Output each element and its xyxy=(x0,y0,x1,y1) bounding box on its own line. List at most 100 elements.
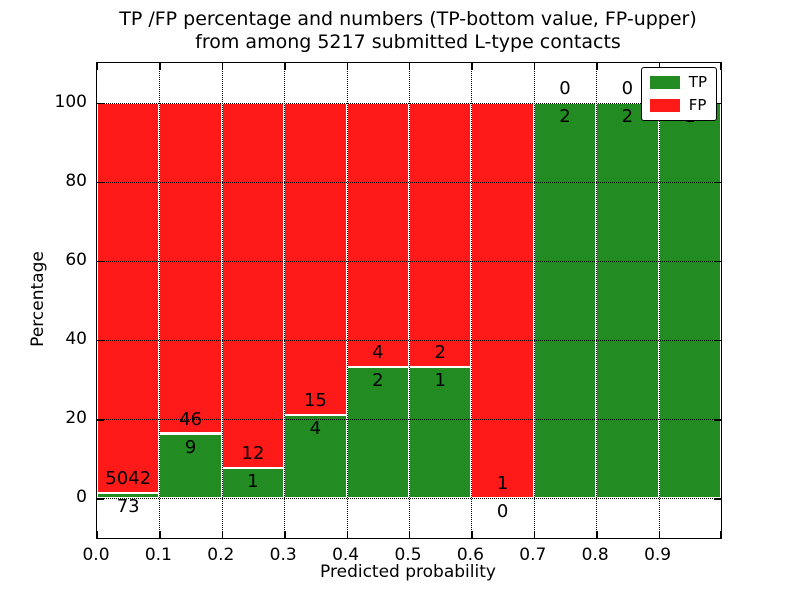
x-axis-label: Predicted probability xyxy=(320,562,496,582)
legend-label-fp: FP xyxy=(688,96,707,114)
chart-title-line1: TP /FP percentage and numbers (TP-bottom… xyxy=(119,8,697,30)
y-axis-tick-right xyxy=(714,498,721,500)
bar-count-label-fp: 0 xyxy=(559,77,571,99)
x-tick-label: 0.6 xyxy=(456,545,484,565)
bar-fp-segment xyxy=(409,102,472,367)
x-tick-label: 0.0 xyxy=(82,545,110,565)
y-axis-tick xyxy=(97,260,104,263)
x-tick-label: 0.7 xyxy=(519,545,547,565)
bar-count-label-tp: 4 xyxy=(309,417,322,439)
y-axis-tick xyxy=(97,340,104,342)
legend-label-tp: TP xyxy=(688,73,707,91)
y-tick-label: 60 xyxy=(65,249,87,270)
bar-count-label-tp: 9 xyxy=(184,436,197,458)
chart-title: TP /FP percentage and numbers (TP-bottom… xyxy=(96,8,720,54)
x-tick-label: 0.2 xyxy=(207,545,235,565)
y-axis-tick-right xyxy=(714,102,721,104)
y-axis-tick xyxy=(97,181,104,184)
bar-tp-segment xyxy=(97,492,160,499)
x-tick-label: 0.1 xyxy=(144,545,172,565)
y-axis-tick xyxy=(97,419,104,421)
bar-count-label-fp: 5042 xyxy=(105,467,152,489)
bar-tp-segment xyxy=(596,102,659,499)
bar-fp-segment xyxy=(284,102,347,415)
x-axis-tick-top xyxy=(719,63,721,70)
x-tick-label: 0.5 xyxy=(394,545,422,565)
tick-layer xyxy=(97,63,721,538)
x-axis-tick xyxy=(346,531,348,538)
legend-swatch-fp-icon xyxy=(649,99,680,112)
x-axis-tick-top xyxy=(221,63,224,70)
y-axis-tick-right xyxy=(714,260,721,263)
bars-layer xyxy=(97,63,721,538)
x-axis-tick-top xyxy=(658,63,660,70)
bar-count-label-fp: 12 xyxy=(241,442,265,464)
gridline-vertical xyxy=(471,63,473,538)
gridline-vertical xyxy=(409,63,410,538)
x-axis-tick-top xyxy=(159,63,161,70)
bar-tp-segment xyxy=(221,467,285,499)
x-axis-tick-top xyxy=(471,63,473,70)
y-axis-tick-right xyxy=(714,340,721,342)
gridline-vertical xyxy=(658,63,660,538)
bar-count-label-tp: 2 xyxy=(559,105,571,127)
x-tick-label: 0.3 xyxy=(269,545,297,565)
bar-count-label-tp: 2 xyxy=(372,369,384,391)
bar-count-label-tp: 2 xyxy=(621,105,634,127)
legend: TP FP xyxy=(640,67,717,121)
x-axis-tick xyxy=(471,531,473,538)
legend-swatch-tp-icon xyxy=(649,76,680,89)
y-tick-label: 80 xyxy=(65,170,87,191)
x-axis-tick xyxy=(409,531,411,538)
bar-count-label-tp: 1 xyxy=(434,369,446,391)
label-layer: 50427346912115442211002021 xyxy=(97,63,721,538)
x-axis-tick xyxy=(596,531,598,538)
bar-count-label-fp: 1 xyxy=(496,473,509,495)
y-tick-label: 0 xyxy=(76,487,87,508)
x-tick-label: 0.8 xyxy=(581,545,609,565)
x-axis-tick-top xyxy=(533,63,536,70)
y-axis-tick xyxy=(97,102,104,104)
x-axis-tick xyxy=(719,531,721,538)
y-axis-tick xyxy=(97,498,104,500)
x-axis-tick xyxy=(658,531,660,538)
y-axis-tick-right xyxy=(714,419,721,421)
y-tick-label: 40 xyxy=(65,329,87,350)
bar-tp-segment xyxy=(284,414,347,499)
x-axis-tick xyxy=(159,531,161,538)
x-axis-tick xyxy=(221,531,224,538)
x-tick-label: 0.4 xyxy=(332,545,360,565)
gridline-vertical xyxy=(346,63,348,538)
x-axis-tick-top xyxy=(409,63,411,70)
x-axis-tick-top xyxy=(596,63,598,70)
bar-count-label-fp: 0 xyxy=(621,77,634,99)
y-axis-tick-right xyxy=(714,181,721,184)
bar-count-label-fp: 4 xyxy=(372,341,384,363)
bar-fp-segment xyxy=(159,102,222,434)
x-tick-label: 0.9 xyxy=(644,545,672,565)
bar-tp-segment xyxy=(346,366,409,499)
legend-entry-tp: TP xyxy=(649,73,707,91)
legend-entry-fp: FP xyxy=(649,96,707,114)
x-axis-tick xyxy=(533,531,536,538)
bar-count-label-tp: 0 xyxy=(496,501,509,523)
bar-count-label-fp: 46 xyxy=(179,408,203,430)
y-tick-label: 100 xyxy=(54,91,87,112)
bar-count-label-tp: 1 xyxy=(247,470,259,492)
gridline-vertical xyxy=(284,63,286,538)
x-axis-tick-top xyxy=(284,63,286,70)
bar-count-label-fp: 15 xyxy=(303,389,327,411)
bar-tp-segment xyxy=(533,102,597,499)
x-axis-tick-top xyxy=(97,63,99,70)
gridline-vertical xyxy=(533,63,535,538)
x-axis-tick-top xyxy=(346,63,348,70)
bar-fp-segment xyxy=(97,102,160,493)
grid-layer xyxy=(97,63,721,538)
bar-count-label-tp: 73 xyxy=(116,495,140,517)
bar-count-label-fp: 2 xyxy=(434,341,446,363)
x-axis-tick xyxy=(97,531,99,538)
plot-area: 50427346912115442211002021 TP FP xyxy=(96,62,722,539)
y-tick-label: 20 xyxy=(65,408,87,429)
gridline-vertical xyxy=(221,63,223,538)
